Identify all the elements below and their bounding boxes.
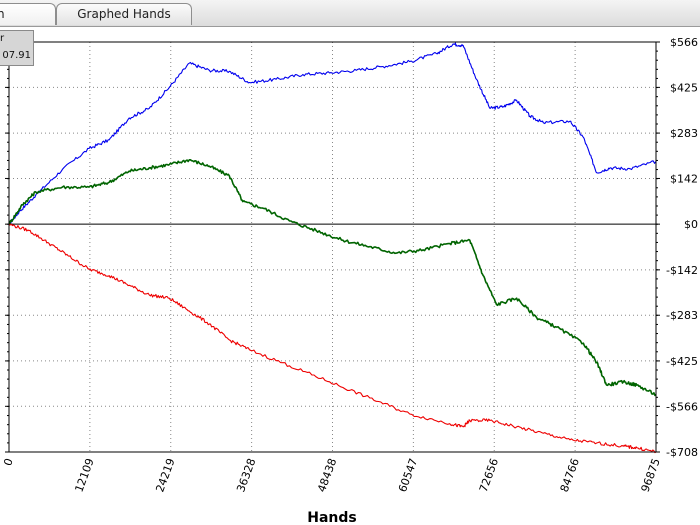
x-tick-label: 24219 xyxy=(153,457,177,494)
y-tick-label: $283 xyxy=(670,127,698,140)
y-tick-label: $566 xyxy=(670,36,698,49)
series-lines xyxy=(9,43,656,453)
y-tick-label: -$425 xyxy=(666,355,698,368)
grid-lines xyxy=(5,42,660,452)
legend-box: r 07.91 xyxy=(0,30,34,66)
y-tick-label: $0 xyxy=(684,218,698,231)
x-tick-label: 72656 xyxy=(477,457,501,494)
x-axis-title: Hands xyxy=(307,510,357,525)
x-tick-label: 60547 xyxy=(396,457,420,494)
tick-labels: 0 12109 24219 36328 48438 60547 72656 84766 9687… xyxy=(1,36,698,494)
x-tick-label: 36328 xyxy=(234,457,258,494)
series-line-2 xyxy=(9,160,656,396)
legend-text-1: r xyxy=(0,33,4,44)
y-tick-label: -$283 xyxy=(666,309,698,322)
legend-text-2: 07.91 xyxy=(2,50,31,61)
x-tick-label: 48438 xyxy=(315,457,339,494)
x-tick-label: 0 xyxy=(1,457,16,468)
y-tick-label: -$142 xyxy=(666,264,698,277)
x-tick-label: 12109 xyxy=(73,457,97,494)
y-tick-label: $425 xyxy=(670,81,698,94)
y-tick-label: $142 xyxy=(670,172,698,185)
y-tick-label: -$708 xyxy=(666,446,698,459)
y-tick-label: -$566 xyxy=(666,400,698,413)
x-tick-label: 96875 xyxy=(639,457,663,494)
x-tick-label: 84766 xyxy=(558,457,582,494)
